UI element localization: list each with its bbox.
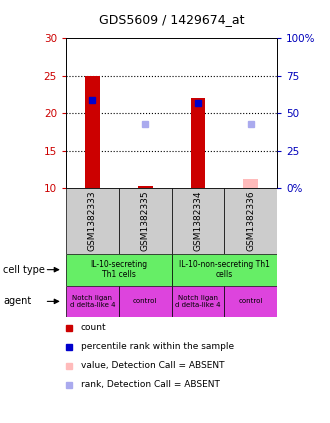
Text: percentile rank within the sample: percentile rank within the sample bbox=[81, 342, 234, 352]
Text: count: count bbox=[81, 323, 107, 332]
Bar bbox=[138, 186, 152, 188]
Bar bbox=[119, 188, 172, 254]
Text: GSM1382334: GSM1382334 bbox=[193, 191, 203, 251]
Bar bbox=[224, 286, 277, 317]
Text: rank, Detection Call = ABSENT: rank, Detection Call = ABSENT bbox=[81, 380, 220, 390]
Bar bbox=[224, 188, 277, 254]
Text: IL-10-secreting
Th1 cells: IL-10-secreting Th1 cells bbox=[90, 260, 148, 279]
Bar bbox=[66, 254, 172, 286]
Text: GSM1382336: GSM1382336 bbox=[246, 191, 255, 251]
Bar bbox=[172, 286, 224, 317]
Text: Notch ligan
d delta-like 4: Notch ligan d delta-like 4 bbox=[175, 295, 221, 308]
Bar bbox=[244, 179, 258, 188]
Text: agent: agent bbox=[3, 297, 32, 306]
Text: control: control bbox=[239, 298, 263, 305]
Text: Notch ligan
d delta-like 4: Notch ligan d delta-like 4 bbox=[70, 295, 115, 308]
Text: GDS5609 / 1429674_at: GDS5609 / 1429674_at bbox=[99, 13, 244, 25]
Text: IL-10-non-secreting Th1
cells: IL-10-non-secreting Th1 cells bbox=[179, 260, 270, 279]
Bar bbox=[85, 76, 100, 188]
Bar bbox=[191, 98, 205, 188]
Text: control: control bbox=[133, 298, 157, 305]
Text: GSM1382335: GSM1382335 bbox=[141, 191, 150, 251]
Bar bbox=[172, 254, 277, 286]
Text: GSM1382333: GSM1382333 bbox=[88, 191, 97, 251]
Bar bbox=[119, 286, 172, 317]
Bar bbox=[66, 286, 119, 317]
Bar bbox=[172, 188, 224, 254]
Text: cell type: cell type bbox=[3, 265, 45, 275]
Text: value, Detection Call = ABSENT: value, Detection Call = ABSENT bbox=[81, 361, 224, 371]
Bar bbox=[66, 188, 119, 254]
